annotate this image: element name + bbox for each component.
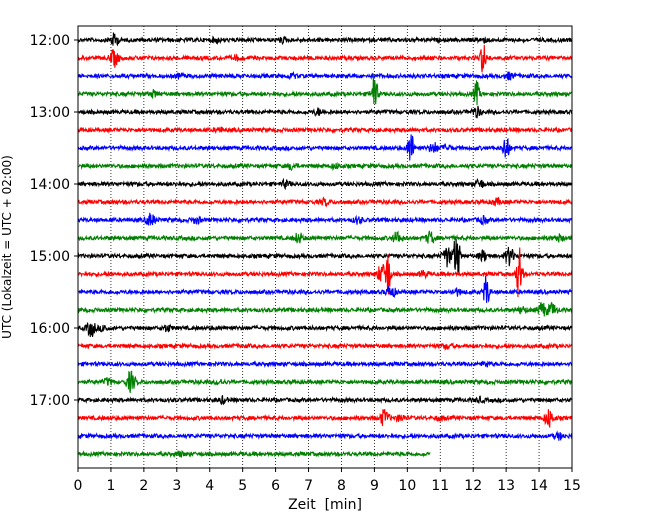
x-tick-label: 8	[337, 478, 346, 494]
trace-line	[77, 161, 573, 172]
x-tick-label: 7	[304, 478, 313, 494]
x-tick-label: 2	[139, 478, 148, 494]
trace-line	[77, 105, 573, 119]
y-axis: 12:00 13:00 14:00 15:00 16:00 17:00	[30, 33, 78, 409]
y-tick-label: 15:00	[30, 249, 70, 265]
y-tick-label: 13:00	[30, 105, 70, 121]
x-tick-label: 6	[271, 478, 280, 494]
x-tick-label: 5	[238, 478, 247, 494]
trace-line	[77, 341, 573, 351]
trace-line	[77, 395, 573, 406]
traces	[77, 32, 573, 459]
x-axis-label: Zeit [min]	[288, 497, 362, 513]
x-tick-label: 0	[74, 478, 83, 494]
trace-line	[77, 430, 573, 441]
x-tick-label: 11	[431, 478, 449, 494]
x-tick-label: 1	[106, 478, 115, 494]
x-tick-label: 9	[370, 478, 379, 494]
trace-line	[77, 70, 573, 81]
y-axis-label: UTC (Lokalzeit = UTC + 02:00)	[0, 155, 14, 339]
x-axis: 0 1 2 3 4 5 6 7 8 9 10 11 12 13 14 15	[74, 468, 581, 494]
x-tick-label: 3	[172, 478, 181, 494]
x-tick-label: 15	[563, 478, 581, 494]
trace-line	[77, 359, 573, 368]
trace-line	[77, 73, 573, 105]
plot-background	[78, 26, 572, 468]
trace-line	[77, 370, 573, 393]
x-tick-label: 10	[398, 478, 416, 494]
y-tick-label: 16:00	[30, 321, 70, 337]
trace-line	[77, 32, 573, 47]
y-tick-label: 17:00	[30, 393, 70, 409]
x-tick-label: 14	[530, 478, 548, 494]
y-tick-label: 12:00	[30, 33, 70, 49]
x-tick-label: 12	[464, 478, 482, 494]
trace-line	[77, 196, 573, 208]
trace-line	[77, 238, 573, 275]
trace-line	[77, 449, 431, 459]
trace-line	[77, 177, 573, 191]
trace-line	[77, 134, 573, 161]
plot-frame	[77, 25, 573, 469]
trace-line	[77, 275, 573, 303]
trace-line	[77, 126, 573, 135]
trace-line	[77, 301, 573, 317]
trace-line	[77, 409, 573, 428]
trace-line	[77, 212, 573, 226]
trace-line	[77, 247, 573, 297]
y-tick-label: 14:00	[30, 177, 70, 193]
trace-line	[77, 322, 573, 338]
trace-line	[77, 44, 573, 73]
x-tick-label: 4	[205, 478, 214, 494]
x-tick-label: 13	[497, 478, 515, 494]
trace-line	[77, 230, 573, 244]
